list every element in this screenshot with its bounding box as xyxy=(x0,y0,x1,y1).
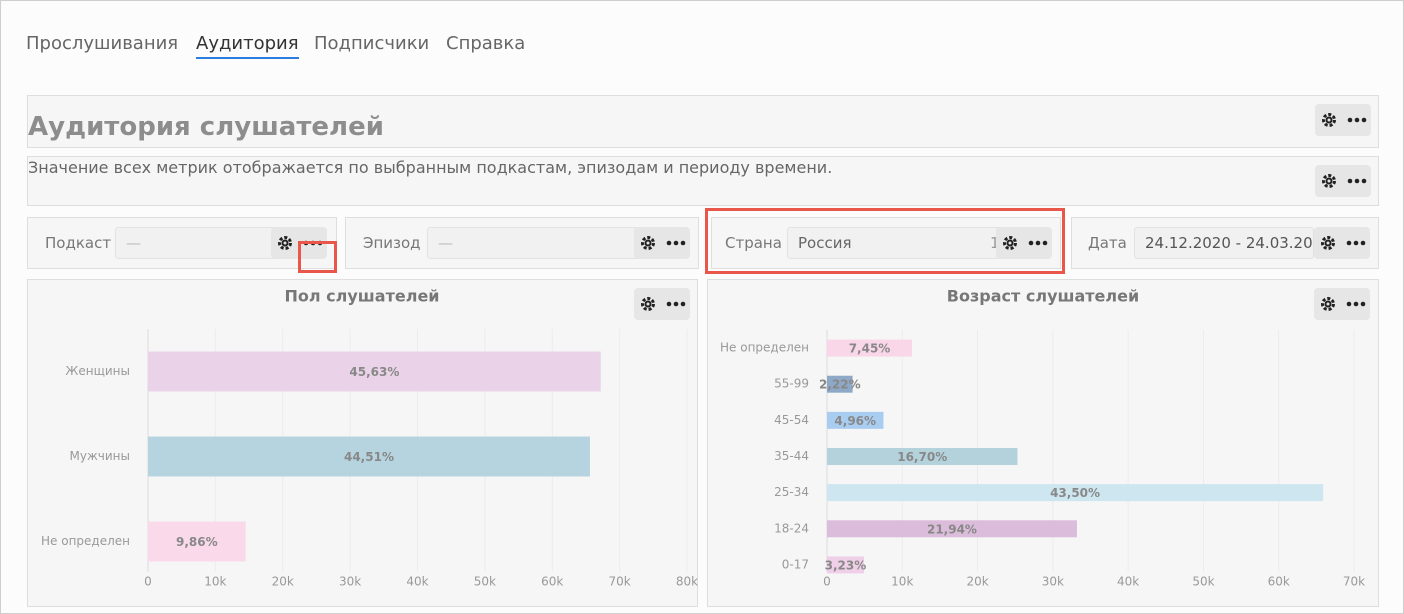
y-tick-label: 18-24 xyxy=(774,521,809,535)
y-tick-label: Не определен xyxy=(720,341,809,355)
data-label: 3,23% xyxy=(825,558,867,572)
page-title: Аудитория слушателей xyxy=(28,112,384,142)
menu-icon xyxy=(641,297,686,311)
filter-select[interactable]: 24.12.2020 - 24.03.2021 xyxy=(1134,227,1314,259)
filter-label: Дата xyxy=(1088,234,1127,252)
x-tick-label: 20k xyxy=(966,575,988,589)
chart-panel xyxy=(707,279,1379,607)
bar xyxy=(148,521,246,562)
bar xyxy=(827,520,1077,538)
x-tick-label: 20k xyxy=(272,575,294,589)
filter-label: Страна xyxy=(725,234,782,252)
data-label: 4,96% xyxy=(834,414,876,428)
filter: Эпизод — xyxy=(345,217,699,269)
y-tick-label: Не определен xyxy=(41,534,130,548)
tab[interactable]: Подписчики xyxy=(314,33,430,54)
x-tick-label: 30k xyxy=(1042,575,1064,589)
x-tick-label: 10k xyxy=(891,575,913,589)
widget-menu[interactable] xyxy=(1315,165,1371,197)
tab[interactable]: Справка xyxy=(446,33,526,54)
bar xyxy=(827,556,864,574)
highlight xyxy=(705,208,1065,274)
tab[interactable]: Прослушивания xyxy=(26,33,179,54)
x-tick-label: 50k xyxy=(1192,575,1214,589)
chart-title: Пол слушателей xyxy=(285,287,440,306)
widget-menu[interactable] xyxy=(1314,227,1370,259)
x-tick-label: 40k xyxy=(1117,575,1139,589)
y-tick-label: 25-34 xyxy=(774,485,809,499)
filter-count: 1 xyxy=(990,234,1000,252)
menu-icon xyxy=(1003,236,1048,250)
x-tick-label: 70k xyxy=(1343,575,1365,589)
filter-label: Подкаст xyxy=(45,234,112,252)
widget-menu[interactable] xyxy=(634,288,690,320)
bar xyxy=(827,339,913,357)
widget-menu[interactable] xyxy=(1314,288,1370,320)
data-label: 7,45% xyxy=(849,342,891,356)
chart-title: Возраст слушателей xyxy=(947,287,1139,306)
y-tick-label: 45-54 xyxy=(774,413,809,427)
x-tick-label: 60k xyxy=(1268,575,1290,589)
y-tick-label: 55-99 xyxy=(774,377,809,391)
y-tick-label: Мужчины xyxy=(70,449,130,463)
filter: Дата 24.12.2020 - 24.03.2021 xyxy=(1071,217,1379,269)
x-tick-label: 70k xyxy=(609,575,631,589)
menu-icon xyxy=(1321,297,1366,311)
x-tick-label: 10k xyxy=(204,575,226,589)
filter: Страна Россия 1 xyxy=(711,217,1061,269)
description-panel: Значение всех метрик отображается по выб… xyxy=(27,156,1379,206)
filter: Подкаст — xyxy=(27,217,337,269)
data-label: 16,70% xyxy=(897,450,947,464)
x-tick-label: 80k xyxy=(676,575,698,589)
bar xyxy=(827,375,853,393)
tab[interactable]: Аудитория xyxy=(196,33,299,59)
menu-icon xyxy=(641,236,686,250)
data-label: 45,63% xyxy=(349,365,399,379)
y-tick-label: Женщины xyxy=(65,364,130,378)
bar xyxy=(827,448,1018,465)
data-label: 2,22% xyxy=(819,378,861,392)
bar xyxy=(148,351,601,392)
bar xyxy=(148,436,590,477)
widget-menu[interactable] xyxy=(1315,104,1371,136)
data-label: 43,50% xyxy=(1050,486,1100,500)
y-tick-label: 0-17 xyxy=(782,557,809,571)
data-label: 44,51% xyxy=(344,450,394,464)
filter-label: Эпизод xyxy=(363,234,421,252)
widget-menu[interactable] xyxy=(634,227,690,259)
x-tick-label: 0 xyxy=(823,575,831,589)
x-tick-label: 60k xyxy=(541,575,563,589)
title-panel: Аудитория слушателей xyxy=(27,95,1379,148)
menu-icon xyxy=(1322,174,1367,188)
widget-menu[interactable] xyxy=(996,227,1052,259)
x-tick-label: 50k xyxy=(474,575,496,589)
x-tick-label: 0 xyxy=(144,575,152,589)
menu-icon xyxy=(1321,236,1366,250)
bar xyxy=(827,484,1324,502)
data-label: 21,94% xyxy=(927,522,977,536)
x-tick-label: 30k xyxy=(339,575,361,589)
x-tick-label: 40k xyxy=(406,575,428,589)
description: Значение всех метрик отображается по выб… xyxy=(28,158,833,177)
bar xyxy=(827,411,884,429)
y-tick-label: 35-44 xyxy=(774,449,809,463)
highlight xyxy=(298,241,337,273)
menu-icon xyxy=(1322,113,1367,127)
data-label: 9,86% xyxy=(176,535,218,549)
